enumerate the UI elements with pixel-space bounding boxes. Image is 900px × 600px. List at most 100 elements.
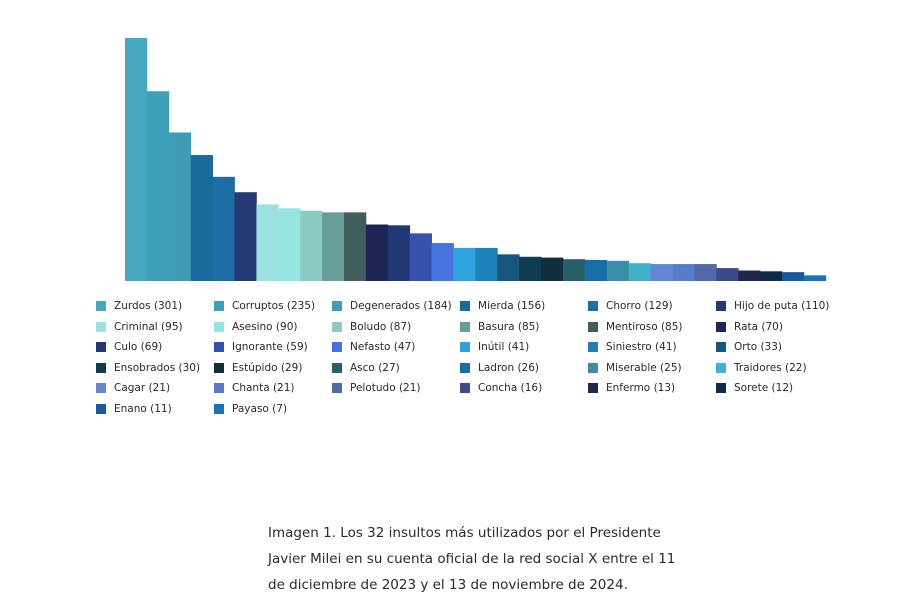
legend-item: Chanta (21) [214, 378, 332, 399]
legend-item: Basura (85) [460, 317, 588, 338]
legend-swatch [332, 321, 342, 332]
legend-item: Enfermo (13) [588, 378, 716, 399]
legend-swatch [96, 301, 106, 312]
legend-label: Estúpido (29) [232, 361, 303, 374]
bar-19 [519, 256, 542, 281]
legend-swatch [588, 301, 598, 312]
bar-24 [628, 263, 651, 281]
bar-5 [212, 176, 235, 281]
legend-item: Orto (33) [716, 337, 836, 358]
legend-label: Concha (16) [478, 382, 543, 395]
legend-item: Culo (69) [96, 337, 214, 358]
chart-legend: Zurdos (301) Corruptos (235) Degenerados (… [96, 296, 836, 419]
bar-20 [541, 257, 564, 281]
caption-line-2: Javier Milei en su cuenta oficial de la … [268, 551, 676, 567]
legend-label: Pelotudo (21) [350, 382, 421, 395]
legend-label: Corruptos (235) [232, 300, 316, 313]
legend-swatch [588, 362, 598, 373]
legend-label: Siniestro (41) [606, 341, 677, 354]
bar-8 [278, 208, 301, 281]
bar-9 [300, 210, 323, 281]
legend-swatch [460, 383, 470, 394]
legend-item: Siniestro (41) [588, 337, 716, 358]
legend-label: Ensobrados (30) [114, 361, 201, 374]
legend-swatch [96, 362, 106, 373]
legend-swatch [214, 342, 224, 353]
legend-swatch [96, 383, 106, 394]
legend-label: Ignorante (59) [232, 341, 308, 354]
legend-item: Concha (16) [460, 378, 588, 399]
bar-7 [256, 204, 279, 281]
legend-label: Culo (69) [114, 341, 163, 354]
caption-line-3: de diciembre de 2023 y el 13 de noviembr… [268, 577, 628, 593]
bar-21 [563, 259, 586, 281]
legend-swatch [332, 301, 342, 312]
legend-item: Pelotudo (21) [332, 378, 460, 399]
legend-swatch [96, 342, 106, 353]
legend-item: Hijo de puta (110) [716, 296, 836, 317]
legend-swatch [332, 383, 342, 394]
bar-22 [584, 260, 608, 281]
legend-swatch [332, 342, 342, 353]
legend-item: Chorro (129) [588, 296, 716, 317]
legend-label: Mentiroso (85) [606, 320, 683, 333]
legend-label: Boludo (87) [350, 320, 412, 333]
legend-item: Nefasto (47) [332, 337, 460, 358]
legend-swatch [460, 362, 470, 373]
legend-item: Enano (11) [96, 399, 214, 420]
legend-swatch [716, 301, 726, 312]
bar-4 [190, 155, 213, 281]
legend-label: Nefasto (47) [350, 341, 416, 354]
bar-13 [387, 225, 411, 281]
legend-item: Rata (70) [716, 317, 836, 338]
legend-label: Cagar (21) [114, 382, 171, 395]
legend-label: Payaso (7) [232, 402, 288, 415]
legend-label: Basura (85) [478, 320, 540, 333]
bar-10 [322, 212, 345, 281]
legend-item: Asco (27) [332, 358, 460, 379]
bar-18 [497, 254, 520, 281]
legend-item: Estúpido (29) [214, 358, 332, 379]
legend-item: Traidores (22) [716, 358, 836, 379]
legend-label: Criminal (95) [114, 320, 183, 333]
bar-1 [125, 38, 148, 281]
legend-item: Inútil (41) [460, 337, 588, 358]
bar-2 [146, 91, 170, 281]
legend-swatch [214, 403, 224, 414]
legend-item: Corruptos (235) [214, 296, 332, 317]
legend-item: Mierda (156) [460, 296, 588, 317]
legend-label: Degenerados (184) [350, 300, 452, 313]
figure-caption: Imagen 1. Los 32 insultos más utilizados… [268, 520, 788, 598]
bar-3 [168, 132, 192, 281]
bar-23 [606, 260, 630, 281]
bar-29 [738, 270, 761, 281]
legend-swatch [214, 301, 224, 312]
legend-label: Inútil (41) [478, 341, 530, 354]
legend-item: Miserable (25) [588, 358, 716, 379]
legend-swatch [716, 383, 726, 394]
bar-27 [694, 264, 717, 281]
bar-chart [125, 38, 827, 281]
bar-15 [431, 243, 454, 281]
bar-31 [782, 272, 805, 281]
legend-swatch [214, 362, 224, 373]
legend-swatch [716, 362, 726, 373]
bar-14 [409, 233, 432, 281]
legend-swatch [716, 321, 726, 332]
legend-item: Ensobrados (30) [96, 358, 214, 379]
legend-swatch [460, 342, 470, 353]
legend-label: Orto (33) [734, 341, 783, 354]
legend-swatch [588, 342, 598, 353]
legend-swatch [96, 321, 106, 332]
bar-16 [453, 247, 476, 281]
legend-swatch [716, 342, 726, 353]
legend-label: Asesino (90) [232, 320, 298, 333]
legend-item: Cagar (21) [96, 378, 214, 399]
legend-label: Hijo de puta (110) [734, 300, 830, 313]
bar-11 [344, 212, 367, 281]
legend-item: Payaso (7) [214, 399, 332, 420]
legend-swatch [332, 362, 342, 373]
legend-label: Chorro (129) [606, 300, 673, 313]
legend-item: Degenerados (184) [332, 296, 460, 317]
legend-item: Mentiroso (85) [588, 317, 716, 338]
